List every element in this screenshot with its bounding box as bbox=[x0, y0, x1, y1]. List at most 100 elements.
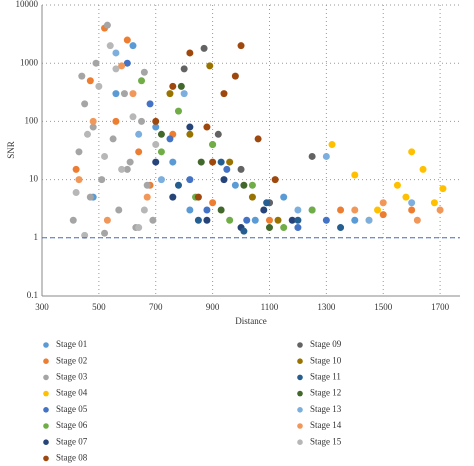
point bbox=[112, 65, 120, 73]
point bbox=[240, 181, 248, 189]
point bbox=[129, 42, 137, 50]
legend-marker bbox=[43, 390, 49, 397]
x-tick-label: 700 bbox=[149, 302, 163, 312]
point bbox=[231, 72, 239, 80]
point bbox=[75, 176, 83, 184]
point bbox=[152, 158, 160, 166]
point bbox=[157, 130, 165, 138]
legend-marker bbox=[43, 374, 49, 381]
legend-marker bbox=[297, 423, 303, 429]
point bbox=[379, 211, 387, 219]
legend-label: Stage 14 bbox=[310, 420, 342, 430]
point bbox=[271, 176, 279, 184]
y-tick-label: 1000 bbox=[20, 57, 39, 67]
legend-label: Stage 02 bbox=[56, 355, 87, 365]
point bbox=[328, 141, 336, 149]
point bbox=[408, 148, 416, 156]
point bbox=[109, 135, 117, 143]
point bbox=[265, 224, 273, 232]
point bbox=[89, 123, 97, 131]
point bbox=[217, 158, 225, 166]
point bbox=[430, 199, 438, 207]
point bbox=[86, 193, 94, 201]
point bbox=[169, 82, 177, 90]
point bbox=[209, 199, 217, 207]
point bbox=[98, 176, 106, 184]
legend-marker bbox=[43, 439, 49, 446]
point bbox=[186, 130, 194, 138]
legend-label: Stage 13 bbox=[310, 404, 342, 414]
point bbox=[106, 42, 114, 50]
point bbox=[197, 158, 205, 166]
legend-label: Stage 04 bbox=[56, 388, 88, 398]
point bbox=[180, 65, 188, 73]
point bbox=[308, 152, 316, 160]
point bbox=[379, 199, 387, 207]
point bbox=[186, 206, 194, 214]
point bbox=[322, 152, 330, 160]
point bbox=[294, 224, 302, 232]
point bbox=[112, 49, 120, 57]
point bbox=[419, 165, 427, 173]
point bbox=[123, 59, 131, 67]
point bbox=[402, 193, 410, 201]
point bbox=[237, 42, 245, 50]
legend-label: Stage 03 bbox=[56, 371, 88, 381]
point bbox=[203, 216, 211, 224]
point bbox=[152, 141, 160, 149]
point bbox=[129, 90, 137, 98]
point bbox=[123, 36, 131, 44]
point bbox=[231, 181, 239, 189]
point bbox=[374, 206, 382, 214]
point bbox=[203, 123, 211, 131]
point bbox=[220, 90, 228, 98]
point bbox=[217, 206, 225, 214]
point bbox=[169, 158, 177, 166]
point bbox=[351, 206, 359, 214]
point bbox=[351, 216, 359, 224]
point bbox=[75, 148, 83, 156]
point bbox=[143, 181, 151, 189]
point bbox=[174, 181, 182, 189]
y-axis-label: SNR bbox=[6, 141, 16, 159]
y-tick-label: 0.1 bbox=[27, 290, 38, 300]
point bbox=[209, 141, 217, 149]
x-tick-label: 1100 bbox=[261, 302, 279, 312]
point bbox=[140, 206, 148, 214]
point bbox=[260, 206, 268, 214]
y-tick-label: 100 bbox=[25, 115, 39, 125]
point bbox=[143, 193, 151, 201]
point bbox=[243, 216, 251, 224]
legend-label: Stage 08 bbox=[56, 452, 88, 462]
point bbox=[294, 216, 302, 224]
point bbox=[194, 216, 202, 224]
point bbox=[118, 62, 126, 70]
point bbox=[248, 181, 256, 189]
point bbox=[177, 82, 185, 90]
point bbox=[101, 229, 109, 237]
legend-label: Stage 09 bbox=[310, 339, 342, 349]
point bbox=[263, 199, 271, 207]
legend-marker bbox=[297, 358, 303, 365]
point bbox=[152, 117, 160, 125]
point bbox=[248, 193, 256, 201]
point bbox=[166, 135, 174, 143]
point bbox=[203, 206, 211, 214]
point bbox=[251, 216, 259, 224]
legend-label: Stage 12 bbox=[310, 388, 341, 398]
point bbox=[115, 206, 123, 214]
x-tick-label: 500 bbox=[92, 302, 106, 312]
point bbox=[103, 21, 111, 29]
legend-marker bbox=[43, 407, 49, 413]
point bbox=[86, 77, 94, 85]
point bbox=[126, 158, 134, 166]
point bbox=[140, 68, 148, 76]
point bbox=[209, 158, 217, 166]
point bbox=[69, 216, 77, 224]
point bbox=[89, 117, 97, 125]
point bbox=[280, 193, 288, 201]
point bbox=[157, 148, 165, 156]
legend-label: Stage 10 bbox=[310, 355, 342, 365]
point bbox=[393, 181, 401, 189]
